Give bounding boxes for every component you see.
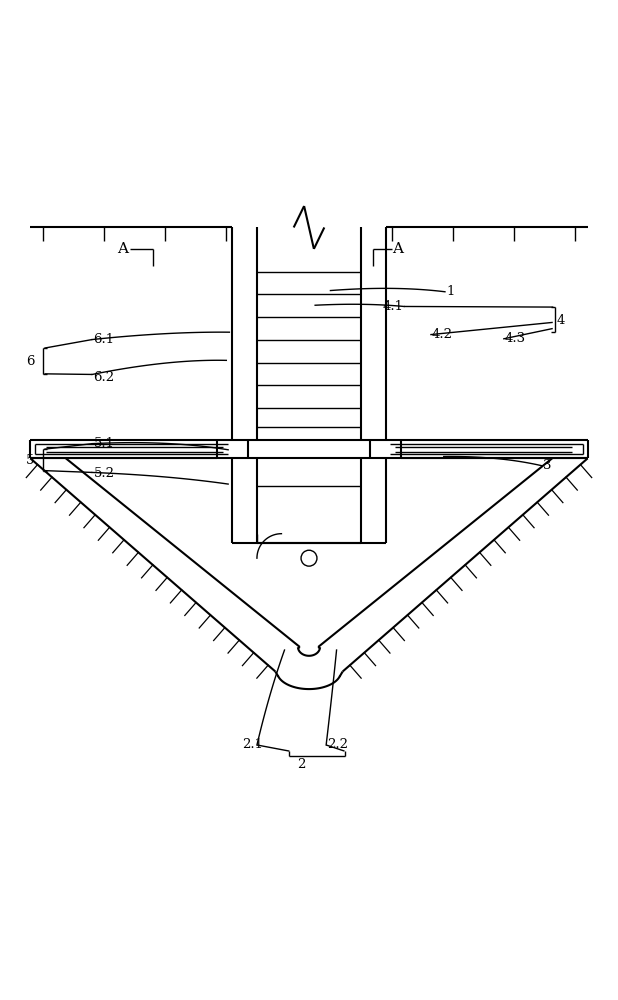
Text: 4.2: 4.2 [431,328,452,341]
Text: 2: 2 [297,758,305,771]
Text: A: A [117,242,128,256]
Text: 5.2: 5.2 [93,467,114,480]
Text: 4: 4 [557,314,565,327]
Text: 4.3: 4.3 [505,332,526,345]
Text: 2.2: 2.2 [328,738,349,751]
Text: 1: 1 [447,285,455,298]
Text: 3: 3 [543,459,551,472]
Text: 4.1: 4.1 [383,300,404,313]
Text: 5.1: 5.1 [93,437,114,450]
Text: A: A [392,242,404,256]
Text: 5: 5 [26,454,35,467]
Text: 2.1: 2.1 [242,738,263,751]
Text: 6.1: 6.1 [93,333,114,346]
Text: 6.2: 6.2 [93,371,114,384]
Text: 6: 6 [26,355,35,368]
